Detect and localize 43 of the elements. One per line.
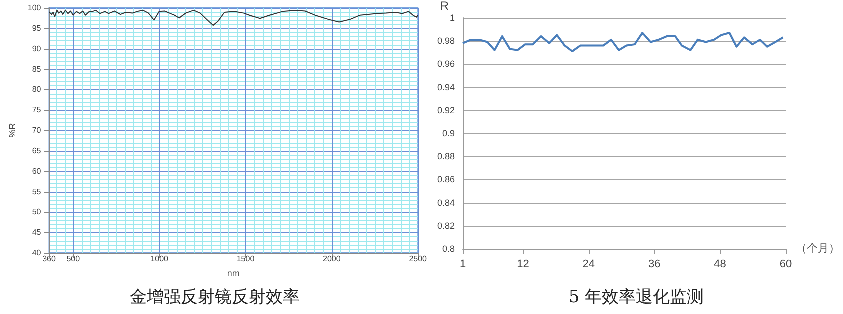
y-tick-label: 55 [32,187,42,196]
y-tick-label: 60 [32,166,42,176]
text: 金增强反射镜反射效率 [130,288,300,308]
y-axis-title: %R [8,122,18,138]
y-tick-label: 0.84 [437,198,455,208]
y-tick-label: 40 [32,248,42,258]
x-tick-label: 1 [460,258,466,270]
x-axis-title: （个月） [796,243,840,255]
y-tick-label: 45 [32,228,42,238]
x-tick-label: 36 [648,258,661,270]
x-tick-label: 24 [582,258,596,270]
y-tick-label: 0.98 [437,36,455,46]
y-tick-label: 1 [450,13,455,23]
x-tick-label: 12 [517,258,530,270]
x-tick-label: 2500 [409,254,428,264]
line-series [462,32,784,52]
y-tick-label: 0.96 [437,59,455,70]
y-tick-label: 0.8 [442,244,455,254]
x-tick-label: 500 [66,254,81,264]
x-tick-label: 1500 [236,254,256,264]
x-tick-label: 48 [714,258,726,270]
y-tick-label: 75 [32,106,42,115]
y-tick-label: 100 [28,4,42,12]
y-tick-label: 80 [32,85,42,94]
y-tick-label: 0.9 [442,128,455,138]
y-tick-label: 0.94 [437,82,455,92]
y-axis-title: R [440,0,450,13]
y-tick-label: 95 [32,24,42,33]
y-tick-label: 0.92 [437,105,455,116]
y-tick-label: 0.88 [437,152,455,162]
text: 5 年效率退化监测 [568,288,704,308]
y-tick-label: 65 [32,146,42,156]
x-tick-label: 2000 [323,254,342,264]
y-tick-label: 90 [32,44,42,54]
y-tick-label: 50 [32,208,42,217]
x-tick-label: 1000 [150,254,170,264]
x-tick-label: 360 [42,254,56,264]
y-tick-label: 85 [32,64,42,74]
x-axis-title: nm [227,268,240,278]
x-tick-label: 60 [780,258,792,270]
y-tick-label: 0.82 [437,220,455,231]
y-tick-label: 70 [32,126,42,135]
y-tick-label: 0.86 [437,174,455,185]
